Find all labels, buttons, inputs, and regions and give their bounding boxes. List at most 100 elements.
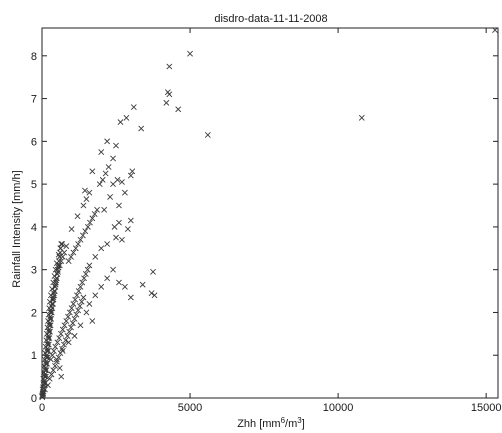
data-point bbox=[56, 365, 63, 371]
data-point bbox=[47, 315, 53, 322]
data-point bbox=[58, 373, 65, 380]
data-point bbox=[113, 142, 119, 149]
data-point bbox=[98, 245, 105, 252]
data-point bbox=[89, 168, 96, 175]
data-point bbox=[117, 119, 124, 126]
data-point bbox=[166, 91, 173, 98]
data-point bbox=[121, 189, 128, 196]
data-point bbox=[110, 181, 116, 188]
data-point bbox=[79, 279, 86, 286]
data-point bbox=[110, 266, 116, 273]
data-point bbox=[53, 356, 60, 363]
y-tick-label: 1 bbox=[31, 350, 37, 362]
x-tick-label: 5000 bbox=[178, 402, 202, 414]
data-point bbox=[89, 215, 96, 222]
data-point bbox=[58, 330, 64, 337]
data-point bbox=[105, 164, 112, 170]
data-point bbox=[83, 309, 90, 316]
data-point bbox=[45, 341, 52, 348]
data-point bbox=[87, 219, 93, 226]
data-point bbox=[86, 189, 93, 196]
data-point bbox=[101, 206, 108, 213]
data-point bbox=[58, 241, 65, 247]
data-point bbox=[75, 241, 82, 247]
data-point bbox=[46, 298, 53, 305]
data-point bbox=[64, 333, 71, 339]
data-point bbox=[76, 303, 83, 309]
data-point bbox=[39, 392, 46, 399]
data-point bbox=[99, 176, 106, 183]
data-point bbox=[42, 386, 48, 393]
data-point bbox=[63, 243, 70, 250]
data-point bbox=[73, 311, 80, 318]
data-point bbox=[75, 288, 82, 294]
data-point bbox=[47, 328, 53, 335]
data-point bbox=[104, 138, 111, 145]
data-point bbox=[492, 27, 498, 34]
data-point bbox=[204, 132, 211, 138]
data-point bbox=[39, 394, 46, 401]
data-point bbox=[48, 315, 55, 322]
data-point bbox=[44, 348, 50, 354]
data-point bbox=[119, 179, 125, 185]
data-point bbox=[45, 348, 52, 354]
data-point bbox=[46, 335, 53, 342]
data-point bbox=[59, 326, 66, 333]
data-point bbox=[46, 375, 53, 382]
data-point bbox=[39, 393, 46, 400]
data-point bbox=[83, 196, 90, 203]
data-point bbox=[77, 236, 84, 243]
data-point bbox=[358, 114, 365, 121]
data-point bbox=[45, 328, 52, 335]
data-point bbox=[80, 294, 87, 301]
data-point bbox=[44, 360, 50, 367]
data-point bbox=[43, 354, 50, 361]
data-point bbox=[68, 305, 75, 312]
data-point bbox=[45, 335, 52, 342]
data-point bbox=[68, 253, 74, 260]
data-point bbox=[63, 318, 70, 324]
data-point bbox=[107, 194, 114, 200]
data-point bbox=[60, 341, 67, 348]
data-point bbox=[66, 328, 73, 335]
data-point bbox=[79, 232, 86, 239]
data-point bbox=[70, 300, 77, 307]
data-point bbox=[70, 249, 77, 256]
axis-ticks: 0 5000 10000 15000 0 1 2 3 4 5 6 7 8 bbox=[31, 28, 501, 414]
data-point bbox=[72, 245, 79, 252]
data-point bbox=[68, 324, 74, 331]
data-point bbox=[91, 211, 98, 217]
y-tick-label: 8 bbox=[31, 51, 37, 63]
data-point bbox=[47, 309, 54, 316]
data-point bbox=[113, 234, 119, 241]
data-point bbox=[71, 315, 78, 322]
data-point bbox=[82, 228, 89, 235]
y-tick-label: 2 bbox=[31, 307, 37, 319]
data-point bbox=[77, 322, 84, 329]
data-point bbox=[42, 373, 49, 380]
data-point bbox=[92, 292, 99, 299]
y-tick-label: 7 bbox=[31, 94, 37, 106]
data-point bbox=[114, 176, 121, 183]
x-tick-label: 10000 bbox=[323, 402, 354, 414]
data-point bbox=[127, 172, 134, 179]
data-point bbox=[84, 266, 91, 273]
data-point bbox=[65, 339, 72, 346]
data-point bbox=[166, 63, 173, 70]
data-point bbox=[110, 155, 116, 162]
data-point bbox=[124, 226, 131, 232]
data-point bbox=[151, 292, 158, 299]
data-point bbox=[52, 363, 58, 369]
data-point bbox=[66, 309, 73, 316]
data-point bbox=[44, 341, 51, 348]
data-point bbox=[127, 294, 134, 301]
data-point bbox=[50, 279, 57, 286]
data-point bbox=[104, 241, 111, 247]
data-point bbox=[69, 320, 76, 327]
data-point bbox=[59, 345, 66, 352]
data-point bbox=[59, 348, 66, 354]
data-point bbox=[130, 104, 137, 111]
data-point bbox=[129, 168, 136, 175]
y-axis-title: Rainfall Intensity [mm/h] bbox=[11, 170, 23, 287]
